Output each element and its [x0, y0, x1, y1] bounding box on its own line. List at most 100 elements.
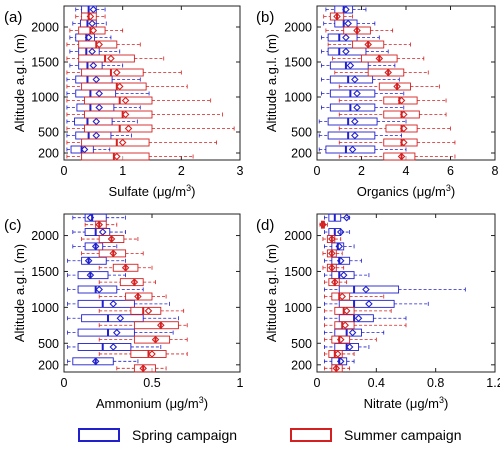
mean-marker [344, 19, 352, 28]
box-1000m [324, 306, 392, 315]
mean-marker [88, 19, 96, 28]
box-2000m [324, 228, 351, 236]
y-tick-label: 500 [291, 126, 312, 140]
mean-marker [365, 300, 373, 308]
mean-marker [151, 335, 160, 344]
box-200m [324, 364, 351, 373]
box-1000m [66, 89, 150, 98]
mean-marker [362, 285, 370, 294]
plot-frame [63, 5, 241, 161]
mean-marker [331, 278, 339, 286]
box-1600m [321, 47, 389, 56]
iqr-box [383, 96, 418, 105]
box-200m [318, 145, 407, 154]
y-tick-label: 1000 [284, 301, 312, 315]
iqr-box [334, 328, 362, 337]
panel-c: 0 0.5 1 200 500 1000 1500 2000 (c) Altitude a.g.l… [4, 213, 244, 411]
x-axis-label: Sulfate (μg/m3) [109, 183, 196, 199]
y-tick-label: 2000 [31, 229, 59, 243]
panel-d: 0 0.4 0.8 1.2 200 500 1000 1500 2000 (d) Altitude … [256, 213, 500, 411]
mean-marker [113, 328, 121, 337]
iqr-box [78, 26, 106, 35]
box-1200m [324, 285, 466, 294]
mean-marker [399, 110, 408, 119]
iqr-box [334, 321, 355, 330]
y-axis-label: Altitude a.g.l. (m) [12, 244, 27, 342]
series-summer [66, 12, 235, 161]
iqr-box [331, 292, 351, 301]
mean-marker [115, 82, 124, 91]
mean-marker [342, 33, 350, 42]
box-600m [67, 328, 174, 337]
mean-marker [319, 220, 327, 229]
x-axis-label-main: Organics (μg/m [357, 184, 446, 199]
x-tick-label: 8 [492, 164, 499, 178]
mean-marker [351, 131, 359, 140]
box-800m [66, 110, 223, 119]
box-1400m [321, 61, 396, 70]
mean-marker [95, 103, 103, 112]
iqr-box [84, 124, 153, 133]
box-400m [324, 350, 355, 358]
mean-marker [95, 220, 103, 229]
mean-marker [84, 256, 93, 265]
y-tick-label: 500 [291, 337, 312, 351]
x-axis-label-suffix: ) [451, 184, 455, 199]
mean-marker [348, 328, 357, 337]
box-800m [67, 314, 179, 323]
box-1000m [67, 299, 171, 308]
mean-marker [332, 364, 341, 373]
y-tick-label: 1000 [31, 91, 59, 105]
box-1000m [324, 299, 429, 308]
mean-marker [86, 213, 95, 222]
mean-marker [130, 278, 139, 286]
mean-marker [345, 343, 354, 351]
mean-marker [89, 26, 98, 35]
mean-marker [107, 235, 116, 243]
iqr-box [84, 213, 107, 222]
x-axis-label-suffix: ) [191, 184, 195, 199]
box-2200m [323, 12, 354, 21]
y-tick-label: 2000 [284, 229, 312, 243]
mean-marker [84, 33, 93, 42]
mean-marker [121, 96, 130, 105]
x-axis-label: Ammonium (μg/m3) [96, 395, 208, 411]
box-1200m [324, 292, 385, 301]
mean-marker [109, 300, 118, 308]
box-1600m [332, 54, 425, 63]
y-tick-label: 2000 [284, 21, 312, 35]
mean-marker [92, 75, 101, 84]
mean-marker [397, 96, 406, 105]
mean-marker [364, 40, 372, 49]
x-axis-label-superscript: 3 [186, 183, 191, 193]
x-tick-label: 1 [237, 376, 244, 390]
mean-marker [354, 314, 363, 323]
iqr-box [76, 103, 115, 112]
box-1000m [338, 96, 447, 105]
iqr-box [77, 285, 118, 294]
iqr-box [77, 328, 135, 337]
box-1600m [322, 263, 345, 272]
iqr-box [81, 314, 144, 323]
mean-marker [121, 263, 130, 272]
mean-marker [333, 350, 342, 358]
mean-marker [353, 103, 361, 112]
x-tick-label: 0 [314, 164, 321, 178]
mean-marker [157, 321, 165, 330]
box-1200m [67, 285, 144, 294]
series-spring [67, 213, 179, 366]
mean-marker [342, 5, 350, 14]
mean-marker [341, 321, 349, 330]
box-600m [66, 117, 138, 126]
iqr-box [84, 242, 104, 251]
x-axis-label: Nitrate (μg/m3) [364, 395, 449, 411]
mean-marker [95, 89, 103, 98]
y-tick-label: 500 [38, 337, 59, 351]
series-summer [81, 220, 188, 373]
x-tick-label: 0.8 [427, 376, 444, 390]
iqr-box [84, 110, 153, 119]
mean-marker [348, 145, 357, 154]
mean-marker [98, 228, 107, 236]
